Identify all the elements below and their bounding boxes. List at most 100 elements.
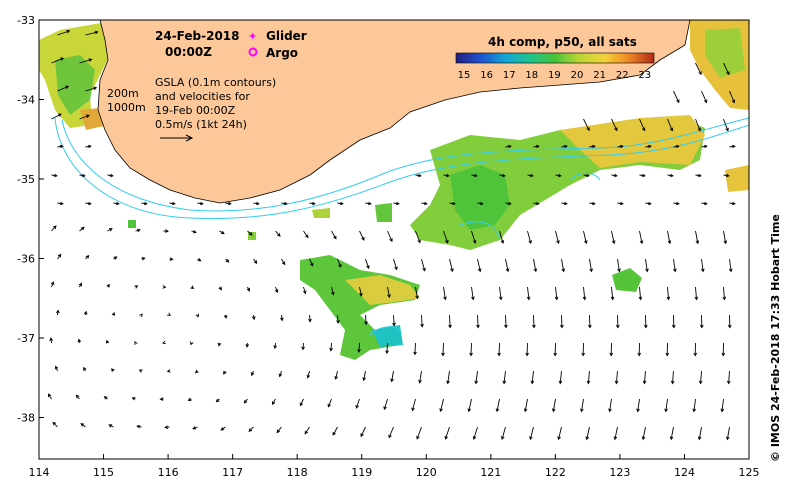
- velocity-arrow: [272, 398, 276, 405]
- velocity-arrowhead: [619, 201, 624, 206]
- velocity-arrowhead: [500, 240, 505, 244]
- velocity-arrowhead: [671, 324, 676, 329]
- velocity-arrowhead: [472, 436, 477, 440]
- velocity-arrow: [309, 258, 314, 266]
- velocity-arrowhead: [554, 296, 559, 301]
- velocity-arrowhead: [299, 402, 304, 407]
- velocity-arrowhead: [638, 296, 643, 301]
- velocity-arrowhead: [697, 436, 702, 441]
- velocity-arrowhead: [450, 268, 454, 273]
- velocity-arrow: [700, 370, 702, 384]
- velocity-arrow: [559, 370, 562, 384]
- velocity-arrowhead: [192, 229, 197, 234]
- velocity-arrow: [505, 258, 509, 272]
- velocity-arrowhead: [588, 324, 592, 329]
- velocity-arrowhead: [329, 347, 333, 352]
- x-tick-label: 122: [545, 466, 566, 479]
- velocity-arrowhead: [389, 238, 393, 243]
- velocity-arrow: [723, 286, 725, 300]
- velocity-arrow: [589, 258, 592, 272]
- velocity-arrowhead: [725, 173, 730, 178]
- velocity-arrowhead: [167, 312, 171, 316]
- velocity-arrowhead: [507, 201, 512, 206]
- y-tick-label: -35: [17, 173, 35, 186]
- plot-frame: [38, 19, 750, 460]
- velocity-arrowhead: [197, 257, 202, 262]
- colorbar-tick-label: 20: [571, 70, 584, 81]
- velocity-arrow: [327, 398, 332, 407]
- velocity-arrowhead: [726, 71, 730, 76]
- velocity-arrowhead: [217, 342, 222, 347]
- velocity-arrowhead: [613, 436, 618, 441]
- velocity-arrowhead: [417, 173, 422, 178]
- velocity-arrowhead: [366, 265, 370, 270]
- velocity-arrowhead: [246, 287, 251, 292]
- velocity-arrowhead: [136, 424, 141, 429]
- x-tick-label: 116: [158, 466, 179, 479]
- velocity-arrow: [729, 258, 732, 272]
- colorbar-title: 4h comp, p50, all sats: [488, 35, 637, 49]
- velocity-arrowhead: [109, 173, 114, 178]
- velocity-arrowhead: [669, 127, 674, 132]
- velocity-arrowhead: [47, 393, 52, 398]
- velocity-arrowhead: [367, 201, 372, 206]
- velocity-arrow: [445, 426, 450, 440]
- velocity-arrowhead: [281, 261, 286, 266]
- velocity-arrowhead: [333, 235, 337, 240]
- velocity-arrowhead: [636, 408, 640, 413]
- velocity-arrowhead: [692, 408, 697, 413]
- velocity-arrowhead: [218, 286, 222, 291]
- velocity-arrowhead: [647, 201, 652, 206]
- velocity-arrowhead: [609, 352, 614, 357]
- x-tick-label: 117: [222, 466, 243, 479]
- velocity-arrowhead: [243, 399, 248, 404]
- velocity-arrow: [391, 370, 394, 382]
- velocity-arrowhead: [94, 30, 99, 35]
- velocity-arrowhead: [131, 396, 136, 401]
- velocity-arrowhead: [665, 352, 670, 357]
- velocity-arrowhead: [589, 268, 593, 273]
- velocity-arrowhead: [731, 99, 736, 104]
- velocity-arrowhead: [83, 366, 87, 371]
- velocity-arrowhead: [159, 397, 164, 401]
- y-tick-label: -36: [17, 253, 35, 266]
- x-tick-label: 114: [29, 466, 50, 479]
- velocity-arrow: [524, 398, 528, 412]
- annotation-line-1: GSLA (0.1m contours): [155, 76, 276, 89]
- velocity-arrow: [393, 314, 395, 326]
- legend: ✦ Glider Argo: [248, 29, 307, 60]
- velocity-arrow: [387, 230, 393, 242]
- velocity-arrowhead: [643, 324, 648, 329]
- velocity-arrowhead: [190, 285, 195, 289]
- velocity-arrow: [723, 118, 729, 131]
- velocity-arrow: [303, 230, 309, 238]
- velocity-arrowhead: [338, 263, 342, 268]
- velocity-arrowhead: [80, 423, 85, 427]
- velocity-arrow: [279, 370, 282, 377]
- velocity-arrow: [583, 118, 590, 131]
- velocity-arrow: [637, 398, 640, 412]
- velocity-arrow: [665, 398, 668, 412]
- velocity-arrow: [558, 426, 562, 440]
- velocity-arrowhead: [302, 290, 307, 295]
- x-tick-label: 121: [480, 466, 501, 479]
- velocity-arrow: [365, 258, 370, 269]
- velocity-arrow: [505, 314, 507, 328]
- colorbar-tick-label: 17: [503, 70, 516, 81]
- velocity-arrowhead: [553, 352, 557, 357]
- velocity-arrowhead: [195, 313, 199, 318]
- velocity-arrowhead: [52, 225, 57, 230]
- velocity-arrowhead: [141, 257, 146, 261]
- velocity-arrowhead: [697, 173, 702, 178]
- velocity-arrowhead: [586, 380, 591, 385]
- velocity-arrow: [51, 57, 64, 64]
- velocity-arrowhead: [721, 352, 726, 357]
- velocity-arrowhead: [334, 375, 338, 380]
- velocity-arrowhead: [532, 324, 536, 329]
- velocity-arrow: [51, 113, 62, 120]
- velocity-arrowhead: [474, 380, 479, 385]
- velocity-arrow: [611, 286, 614, 300]
- velocity-arrowhead: [56, 309, 60, 314]
- velocity-arrow: [477, 258, 481, 272]
- velocity-arrowhead: [728, 268, 733, 273]
